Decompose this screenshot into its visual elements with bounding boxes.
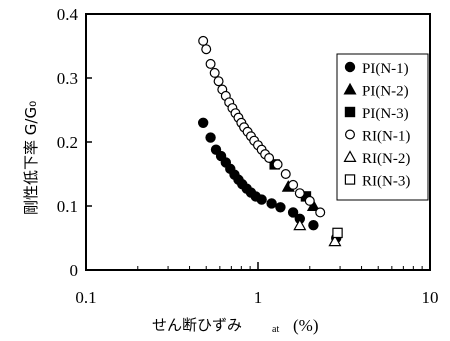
x-axis-title: せん断ひずみ bbox=[152, 316, 242, 334]
data-point bbox=[294, 188, 305, 199]
data-point bbox=[197, 117, 209, 129]
data-point bbox=[293, 218, 307, 231]
data-point bbox=[256, 194, 267, 205]
legend-label: RI(N-1) bbox=[362, 129, 410, 145]
y-tick-label: 0.1 bbox=[57, 197, 78, 216]
data-point bbox=[304, 195, 315, 206]
legend-marker bbox=[344, 106, 356, 118]
data-point bbox=[205, 132, 216, 143]
axis-ticks bbox=[85, 13, 431, 271]
legend-label: RI(N-3) bbox=[362, 174, 410, 190]
x-tick-label: 1 bbox=[254, 288, 263, 307]
x-tick-label: 0.1 bbox=[75, 288, 96, 307]
data-point bbox=[288, 179, 299, 190]
data-point bbox=[266, 198, 277, 209]
y-tick-label: 0 bbox=[70, 261, 79, 280]
data-point bbox=[198, 35, 209, 46]
data-point bbox=[213, 76, 224, 87]
y-tick-label: 0.4 bbox=[57, 5, 79, 24]
legend-label: PI(N-2) bbox=[362, 84, 409, 100]
y-tick-label: 0.3 bbox=[57, 69, 78, 88]
data-point bbox=[275, 202, 286, 213]
y-tick-label: 0.2 bbox=[57, 133, 78, 152]
data-point bbox=[264, 153, 275, 164]
data-points bbox=[197, 35, 343, 247]
data-point bbox=[205, 58, 216, 69]
data-point bbox=[280, 169, 291, 180]
data-point bbox=[287, 207, 299, 218]
data-point bbox=[332, 227, 343, 239]
legend: PI(N-1) PI(N-2) PI(N-3) RI(N-1) RI(N-2) RI(N-… bbox=[343, 61, 410, 190]
legend-marker bbox=[343, 82, 357, 95]
data-point bbox=[272, 159, 283, 170]
legend-label: RI(N-2) bbox=[362, 151, 410, 167]
legend-marker bbox=[345, 129, 356, 140]
data-point bbox=[209, 67, 220, 78]
legend-marker bbox=[344, 174, 356, 185]
y-axis-title: 剛性低下率 G/G₀ bbox=[22, 101, 40, 215]
data-point bbox=[328, 234, 342, 247]
legend-marker bbox=[343, 150, 357, 162]
x-tick-label: 10 bbox=[422, 288, 439, 307]
legend-label: PI(N-3) bbox=[362, 106, 409, 122]
data-point bbox=[315, 207, 326, 218]
axis-tick-labels: 0 0.1 0.2 0.3 0.4 0.1 1 10 bbox=[57, 5, 439, 307]
legend-marker bbox=[344, 61, 356, 73]
legend-label: PI(N-1) bbox=[362, 61, 409, 77]
x-axis-title-sub: at bbox=[272, 324, 279, 335]
x-axis-title-unit: (%) bbox=[293, 316, 318, 335]
data-point bbox=[201, 44, 212, 55]
data-point bbox=[308, 219, 319, 231]
